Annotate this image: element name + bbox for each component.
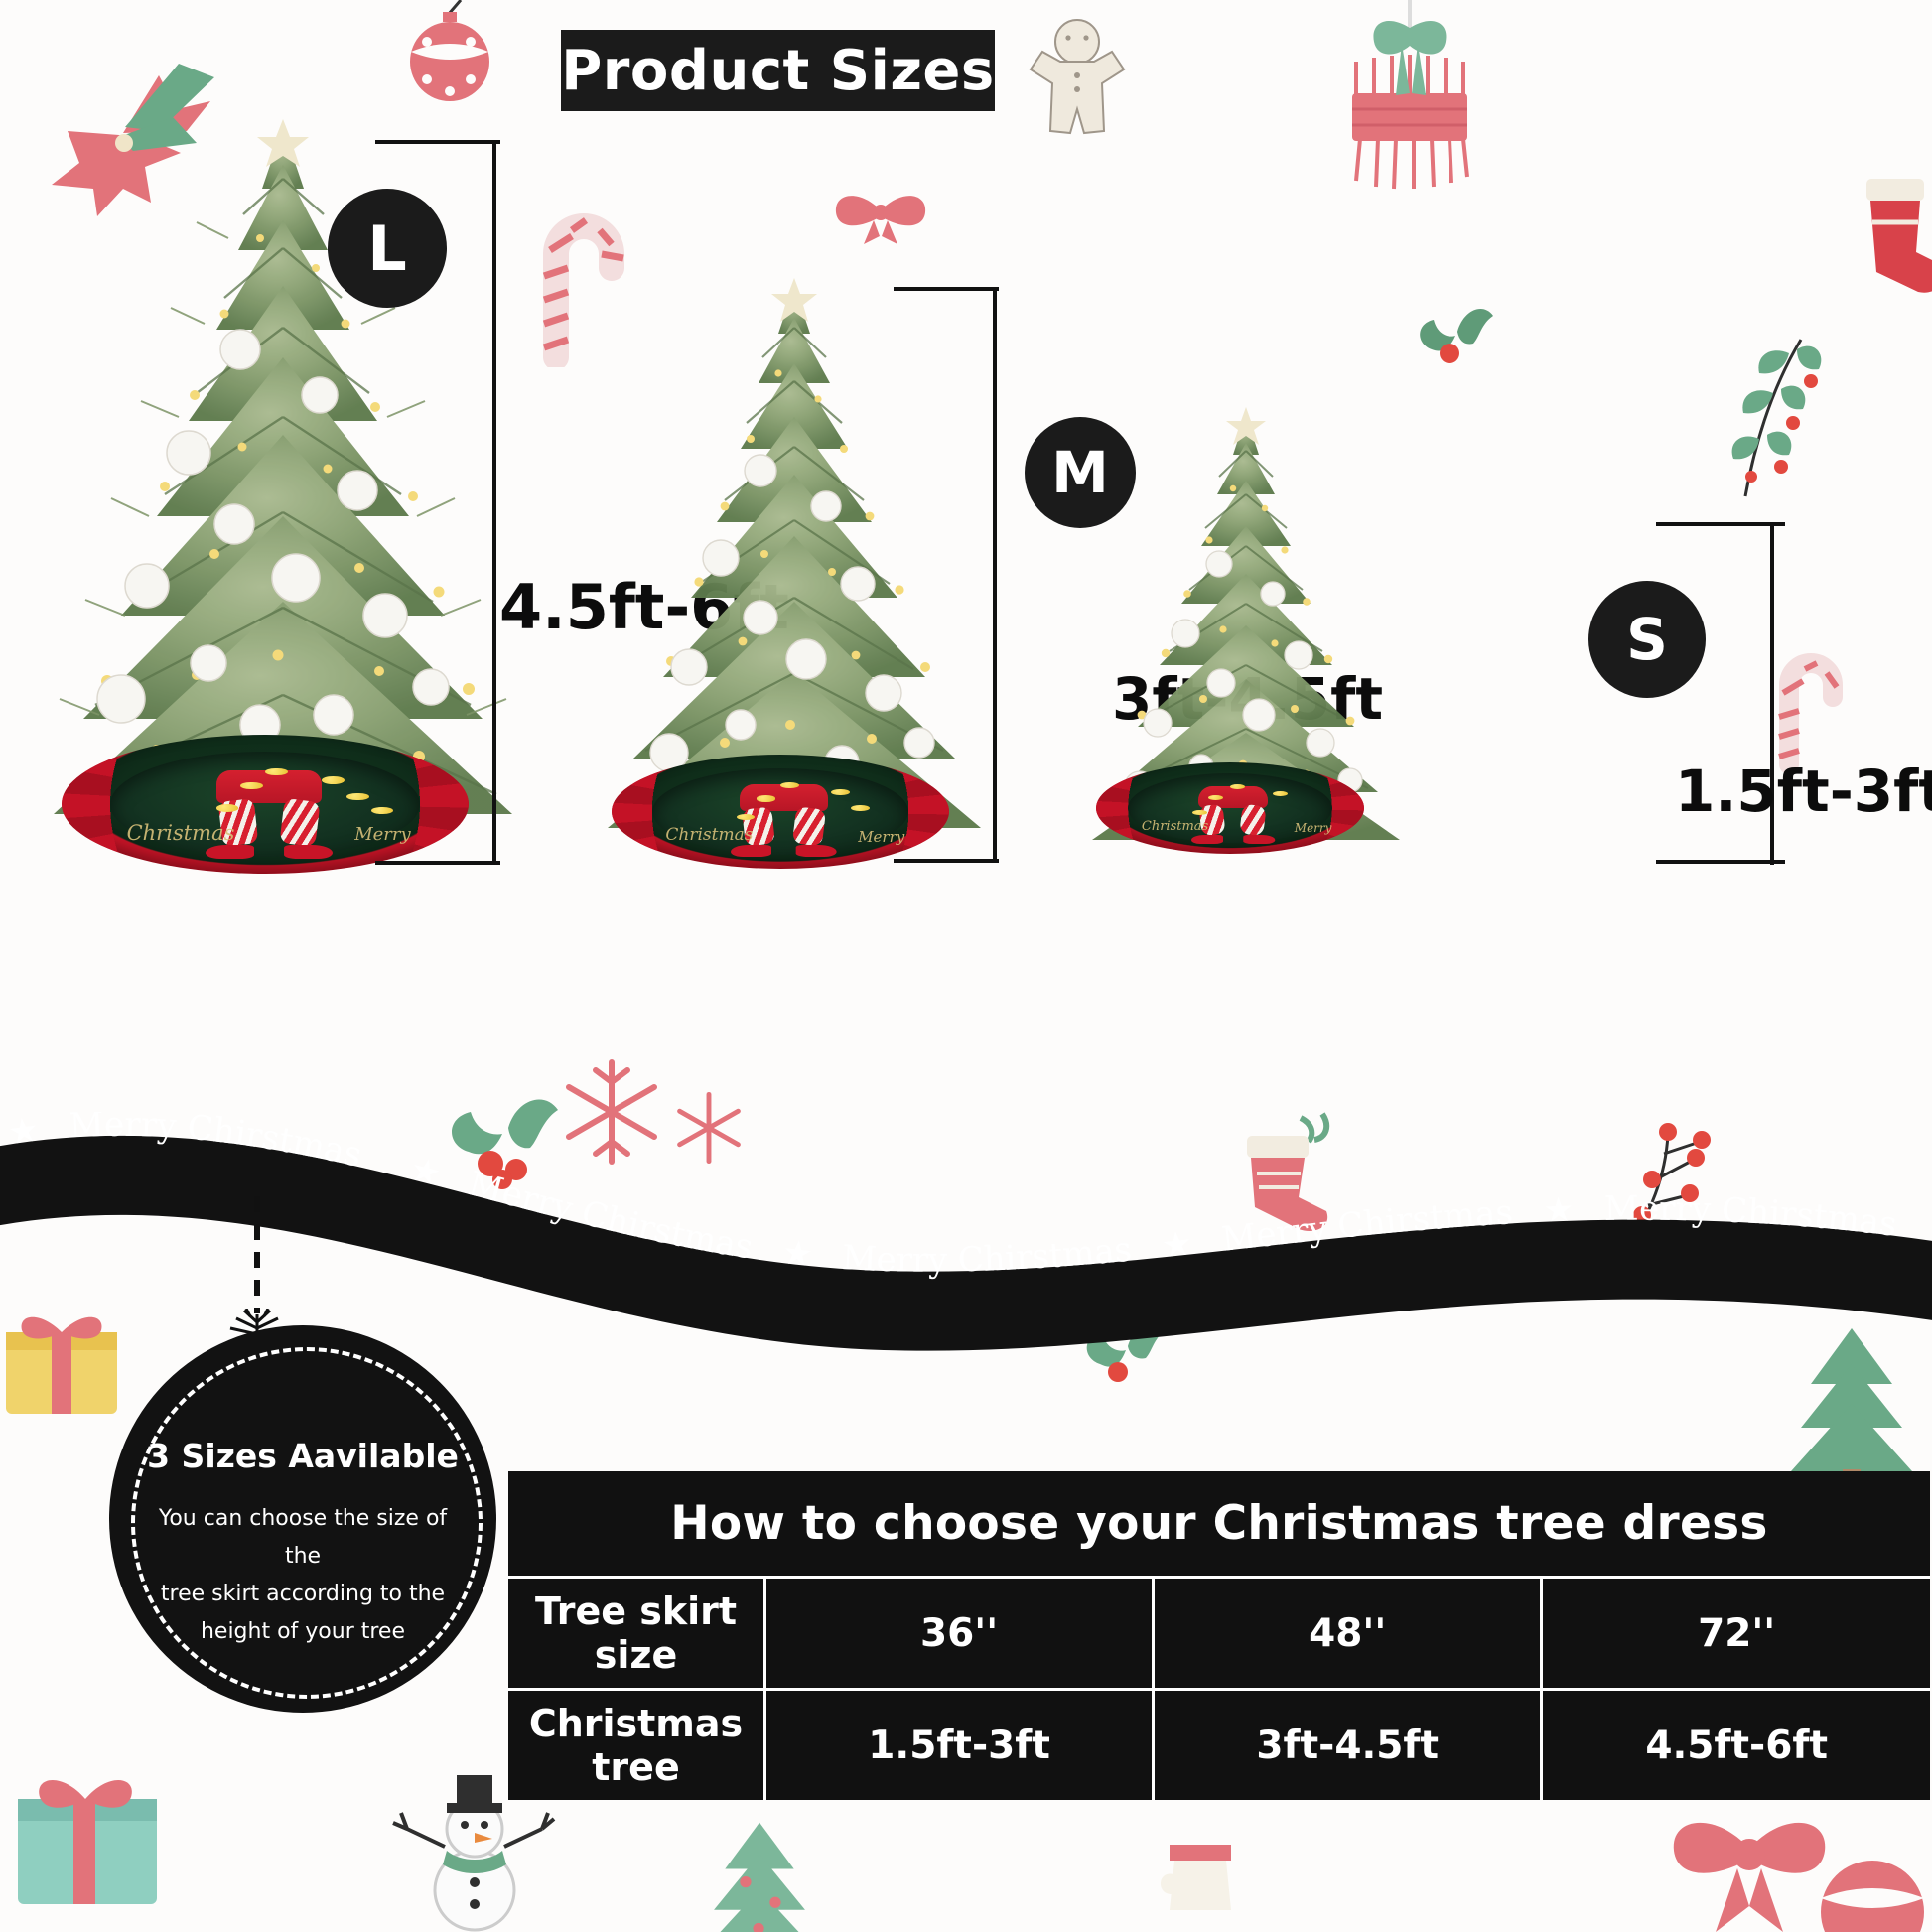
stocking-icon bbox=[1866, 179, 1932, 293]
lantern-icon bbox=[1352, 0, 1469, 190]
table-cell: 72'' bbox=[1540, 1576, 1930, 1691]
ornament-hanger-string bbox=[254, 1196, 260, 1313]
gingerbread-man-icon bbox=[1029, 19, 1126, 135]
dim-cap-bottom-small bbox=[1656, 860, 1785, 864]
ornament-cap-icon bbox=[229, 1309, 285, 1342]
size-guide-heading: How to choose your Christmas tree dress bbox=[670, 1496, 1768, 1551]
table-cell: 36'' bbox=[762, 1576, 1156, 1691]
bauble-icon bbox=[410, 0, 489, 101]
size-badge-medium: M bbox=[1025, 417, 1136, 528]
dim-cap-bottom-medium bbox=[894, 859, 999, 863]
callout-body-line-2: tree skirt according to the bbox=[160, 1582, 446, 1606]
table-cell: 48'' bbox=[1152, 1576, 1544, 1691]
gift-icon bbox=[18, 1779, 157, 1904]
size-badge-large: L bbox=[328, 189, 447, 308]
merry-christmas-ribbon: ★ Merry Chirstmas ★ Merry Chirstmas ★ Me… bbox=[0, 1105, 1932, 1400]
dim-line-large bbox=[492, 140, 496, 865]
table-row: Tree skirt size 36'' 48'' 72'' bbox=[508, 1576, 1930, 1691]
holly-icon bbox=[1420, 309, 1493, 363]
dim-cap-top-small bbox=[1656, 522, 1785, 526]
three-sizes-callout: 3 Sizes Aavilable You can choose the siz… bbox=[109, 1325, 496, 1713]
page-title-banner: Product Sizes bbox=[561, 30, 995, 111]
table-cell: 4.5ft-6ft bbox=[1540, 1688, 1930, 1800]
ribbon-text-1: ★ bbox=[6, 1112, 42, 1153]
table-cell: 3ft-4.5ft bbox=[1152, 1688, 1544, 1800]
dim-cap-top-large bbox=[375, 140, 500, 144]
ribbon-text-9: ★ bbox=[1543, 1190, 1575, 1231]
size-guide-heading-bar: How to choose your Christmas tree dress bbox=[508, 1471, 1930, 1576]
ribbon-text-7: ★ bbox=[1160, 1223, 1194, 1266]
size-guide-table: Tree skirt size 36'' 48'' 72'' Christmas… bbox=[508, 1576, 1930, 1800]
mitten-icon bbox=[1160, 1845, 1231, 1910]
bauble-icon bbox=[1821, 1861, 1924, 1932]
callout-body-line-3: height of your tree bbox=[200, 1619, 406, 1644]
mistletoe-icon bbox=[1731, 339, 1822, 497]
table-cell: 1.5ft-3ft bbox=[762, 1688, 1156, 1800]
page-title: Product Sizes bbox=[561, 38, 995, 103]
ribbon-bow-icon bbox=[1673, 1822, 1826, 1932]
table-row-label: Tree skirt size bbox=[508, 1576, 766, 1691]
bow-icon bbox=[835, 196, 926, 244]
dim-line-small bbox=[1770, 522, 1774, 865]
size-badge-medium-label: M bbox=[1051, 439, 1109, 506]
size-badge-small-label: S bbox=[1626, 606, 1668, 673]
dim-cap-top-medium bbox=[894, 287, 999, 291]
dim-cap-bottom-large bbox=[375, 861, 500, 865]
tree-skirt-medium: Christmas Merry bbox=[612, 755, 949, 869]
table-row: Christmas tree 1.5ft-3ft 3ft-4.5ft 4.5ft… bbox=[508, 1688, 1930, 1800]
dim-line-medium bbox=[993, 287, 997, 863]
callout-body: You can choose the size of the tree skir… bbox=[143, 1500, 463, 1651]
pine-tree-icon bbox=[714, 1822, 805, 1932]
ribbon-text-5: ★ bbox=[780, 1232, 815, 1275]
callout-title: 3 Sizes Aavilable bbox=[147, 1437, 459, 1475]
size-badge-small: S bbox=[1588, 581, 1706, 698]
size-badge-large-label: L bbox=[367, 211, 407, 285]
tree-skirt-large: Christmas Merry bbox=[62, 735, 469, 874]
ribbon-text-6: Merry Chirstmas bbox=[841, 1230, 1134, 1281]
size-guide-table-block: How to choose your Christmas tree dress … bbox=[508, 1471, 1930, 1800]
size-range-small: 1.5ft-3ft bbox=[1675, 758, 1932, 825]
callout-dashed-ring bbox=[131, 1347, 483, 1699]
callout-body-line-1: You can choose the size of the bbox=[158, 1506, 448, 1569]
table-row-label: Christmas tree bbox=[508, 1688, 766, 1800]
tree-skirt-small: Christmas Merry bbox=[1096, 762, 1364, 854]
